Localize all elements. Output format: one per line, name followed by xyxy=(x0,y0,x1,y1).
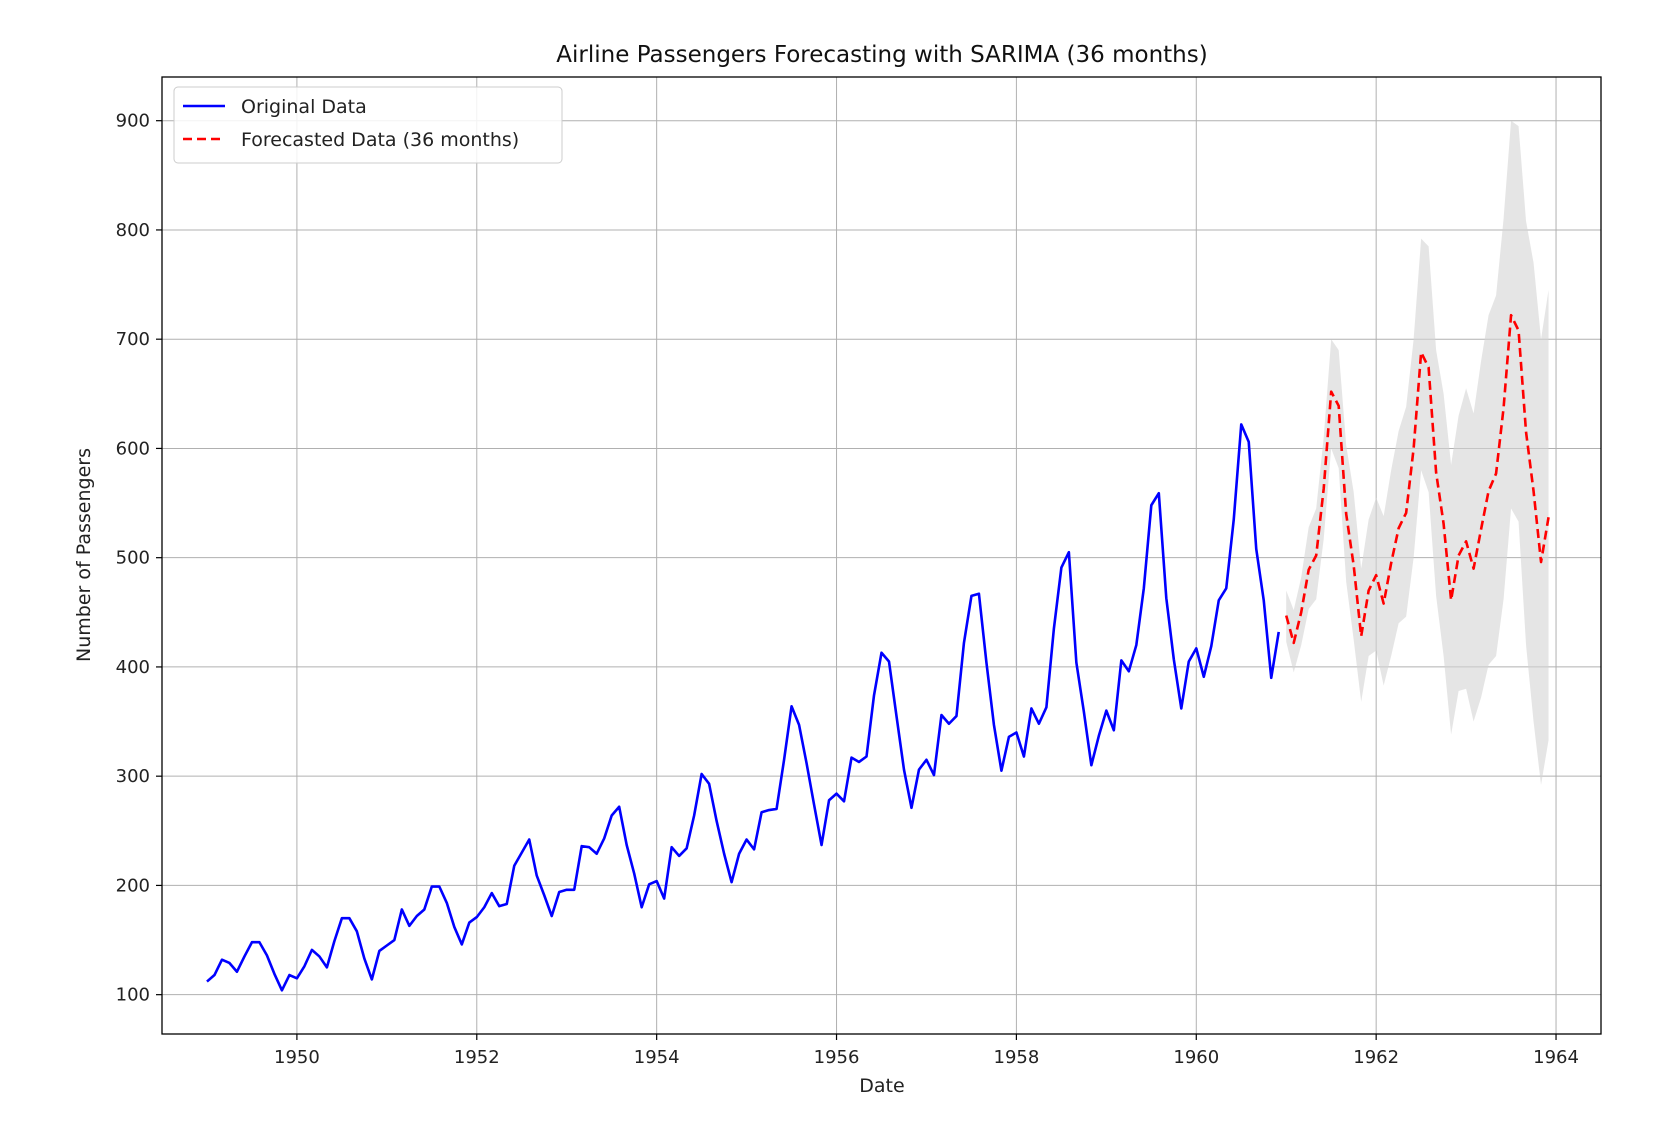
y-tick-label: 200 xyxy=(116,875,150,896)
y-axis: 100 200 300 400 500 600 700 800 900 xyxy=(116,111,162,1006)
x-tick-label: 1954 xyxy=(634,1047,680,1068)
legend: Original Data Forecasted Data (36 months… xyxy=(173,86,563,164)
y-tick-label: 600 xyxy=(116,438,150,459)
legend-original-data-label: Original Data xyxy=(241,96,367,118)
x-tick-label: 1956 xyxy=(814,1047,860,1068)
y-tick-label: 100 xyxy=(116,985,150,1006)
x-axis: 1950 1952 1954 1956 1958 1960 1962 1964 xyxy=(274,1034,1579,1068)
x-tick-label: 1958 xyxy=(994,1047,1040,1068)
legend-box xyxy=(173,86,563,164)
y-tick-label: 900 xyxy=(116,111,150,132)
y-tick-label: 700 xyxy=(116,329,150,350)
original-data-line xyxy=(206,423,1281,992)
chart-title: Airline Passengers Forecasting with SARI… xyxy=(556,42,1207,68)
x-tick-label: 1950 xyxy=(274,1047,320,1068)
x-tick-label: 1962 xyxy=(1353,1047,1399,1068)
plot-frame xyxy=(161,76,1602,1035)
x-tick-label: 1960 xyxy=(1173,1047,1219,1068)
y-axis-label: Number of Passengers xyxy=(73,448,95,662)
x-tick-label: 1952 xyxy=(454,1047,500,1068)
y-tick-label: 400 xyxy=(116,657,150,678)
y-tick-label: 800 xyxy=(116,220,150,241)
x-tick-label: 1964 xyxy=(1533,1047,1579,1068)
x-axis-label: Date xyxy=(859,1075,904,1097)
y-tick-label: 500 xyxy=(116,548,150,569)
y-tick-label: 300 xyxy=(116,766,150,787)
forecast-confidence-band xyxy=(1286,120,1549,785)
legend-forecast-label: Forecasted Data (36 months) xyxy=(241,129,519,151)
forecast-line xyxy=(1284,313,1550,645)
grid xyxy=(162,77,1601,1034)
series-layer xyxy=(206,313,1550,992)
confidence-band-layer xyxy=(1286,120,1549,785)
